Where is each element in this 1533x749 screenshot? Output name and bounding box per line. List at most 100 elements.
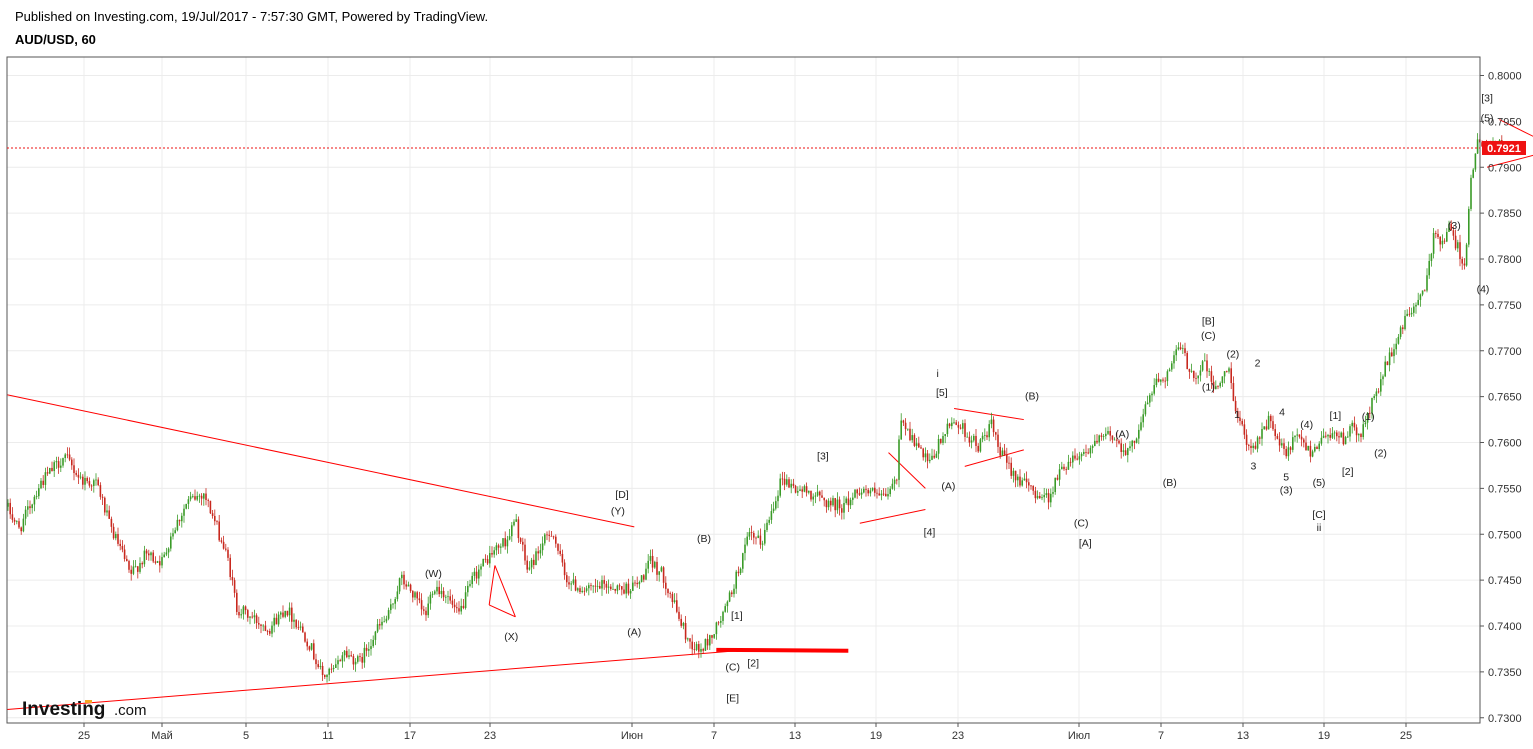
candle-body <box>90 485 93 487</box>
candle-body <box>1415 304 1417 307</box>
candle-body <box>1142 414 1144 423</box>
candle-body <box>506 539 509 547</box>
price-axis[interactable]: 0.8000 0.7950 0.7900 0.7850 0.7800 0.7750 0.77… <box>1480 71 1522 725</box>
candle-body <box>1109 431 1111 436</box>
candle-body <box>18 521 20 528</box>
candle-body <box>535 551 537 566</box>
candle-body <box>134 566 137 568</box>
candle-body <box>860 492 863 495</box>
candle-body <box>1175 349 1177 356</box>
wave-label: (A) <box>941 481 955 493</box>
candle-body <box>563 562 566 576</box>
candle-body <box>339 660 341 662</box>
candle-body <box>29 506 31 509</box>
trendline <box>488 604 516 618</box>
candle-body <box>330 668 333 670</box>
candle-body <box>548 534 550 536</box>
candle-body <box>517 519 520 539</box>
candle-body <box>238 611 240 616</box>
candle-body <box>656 561 658 575</box>
candle-body <box>84 477 86 485</box>
candle-body <box>1234 400 1237 412</box>
candle-body <box>66 454 69 456</box>
candle-body <box>984 435 986 436</box>
current-price-tag <box>1482 140 1526 155</box>
candle-body <box>1375 391 1378 397</box>
candle-body <box>302 626 304 633</box>
candle-body <box>1072 455 1074 463</box>
candle-body <box>940 439 942 443</box>
candle-body <box>253 615 256 618</box>
x-tick-label: 19 <box>870 730 882 742</box>
candle-body <box>555 536 557 544</box>
wave-label: [A] <box>1079 538 1092 550</box>
candle-body <box>1353 422 1356 428</box>
candle-body <box>981 435 984 440</box>
candle-body <box>427 603 429 616</box>
candle-body <box>209 500 212 514</box>
candle-body <box>583 590 586 592</box>
candle-body <box>766 522 768 530</box>
candle-body <box>16 521 18 522</box>
candle-body <box>401 574 403 579</box>
candle-body <box>618 585 621 587</box>
candle-body <box>1021 480 1023 486</box>
candle-body <box>1179 347 1182 349</box>
candle-body <box>706 638 709 646</box>
candle-body <box>181 515 183 522</box>
current-price-label: 0.7921 <box>1487 143 1521 155</box>
y-tick-label: 0.7900 <box>1488 162 1522 174</box>
candle-body <box>1318 443 1320 450</box>
candle-body <box>992 419 995 433</box>
candle-body <box>172 533 174 537</box>
candle-body <box>761 543 764 545</box>
candle-body <box>350 655 352 657</box>
candle-body <box>561 553 564 563</box>
candle-body <box>673 600 676 603</box>
candle-body <box>713 634 715 638</box>
candle-body <box>1391 352 1393 357</box>
candle-body <box>667 588 669 594</box>
candle-body <box>368 649 370 651</box>
candle-body <box>156 561 159 563</box>
candle-body <box>381 621 383 626</box>
candle-body <box>709 635 711 646</box>
candle-body <box>1069 461 1072 463</box>
time-axis[interactable]: 25 Май 5 11 17 23 Июн 7 13 19 23 Июл 7 13 19 25 <box>78 723 1412 742</box>
candle-body <box>689 638 691 642</box>
candle-body <box>453 604 456 608</box>
candle-body <box>856 489 858 494</box>
wave-label: [3] <box>1481 93 1493 105</box>
candle-body <box>471 575 473 585</box>
wave-label: [C] <box>1312 509 1326 521</box>
candle-body <box>207 499 209 501</box>
candle-body <box>678 611 680 619</box>
candle-body <box>726 601 729 607</box>
candle-body <box>1300 436 1303 440</box>
candle-body <box>592 585 594 587</box>
candle-body <box>385 618 388 622</box>
wave-label: [3] <box>817 450 829 462</box>
candle-body <box>1373 396 1375 398</box>
y-tick-label: 0.7700 <box>1488 346 1522 358</box>
wave-label: (2) <box>1374 448 1387 460</box>
candle-body <box>581 590 583 593</box>
candle-body <box>478 569 480 579</box>
candle-body <box>799 489 801 491</box>
candle-body <box>662 567 665 583</box>
candle-body <box>269 631 271 634</box>
candle-body <box>1340 432 1342 438</box>
candle-body <box>482 558 484 567</box>
candle-body <box>929 459 931 462</box>
candle-body <box>951 422 953 427</box>
x-tick-label: 23 <box>484 730 496 742</box>
candle-body <box>731 592 733 595</box>
wave-label: (1) <box>1202 382 1215 394</box>
candle-body <box>407 584 410 587</box>
candle-body <box>216 521 218 523</box>
candle-body <box>1199 370 1202 376</box>
candle-body <box>458 608 460 612</box>
candle-body <box>1250 445 1252 449</box>
candle-body <box>128 561 130 570</box>
